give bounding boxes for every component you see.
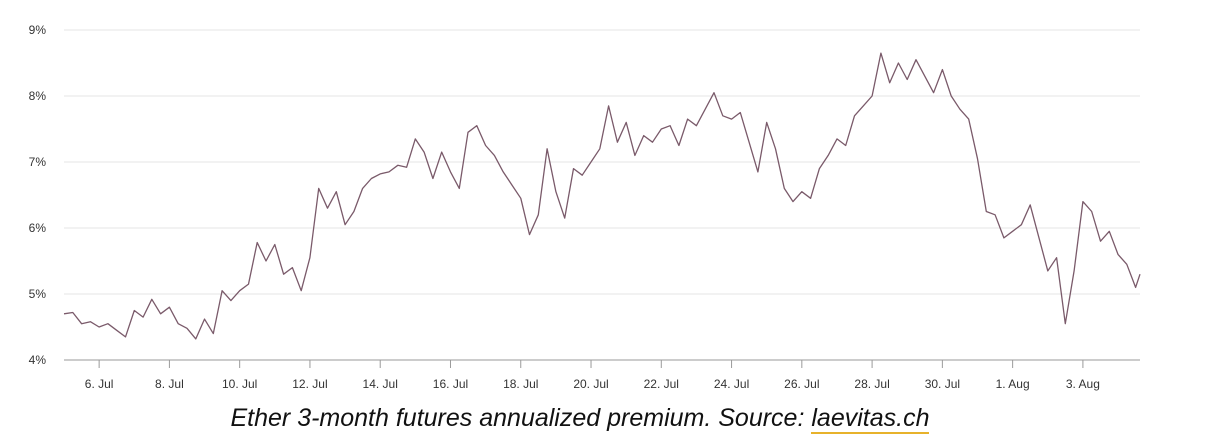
x-tick-label: 26. Jul [784,377,819,391]
y-tick-label: 5% [29,287,47,301]
x-tick-label: 30. Jul [925,377,960,391]
y-tick-label: 8% [29,89,47,103]
futures-premium-chart: 4% 5% 6% 7% 8% 9% 6. Jul 8. Jul 10. Jul 12. Jul 1… [29,23,1141,391]
x-tick-label: 6. Jul [85,377,114,391]
caption-text: Ether 3-month futures annualized premium… [230,404,812,432]
x-tick-label: 16. Jul [433,377,468,391]
x-tick-label: 12. Jul [292,377,327,391]
x-tick-label: 24. Jul [714,377,749,391]
chart-caption: Ether 3-month futures annualized premium… [0,404,1160,434]
y-tick-label: 7% [29,155,47,169]
x-tick-label: 20. Jul [573,377,608,391]
x-tick-label: 10. Jul [222,377,257,391]
x-tick-label: 14. Jul [363,377,398,391]
x-tick-label: 18. Jul [503,377,538,391]
x-tick-label: 3. Aug [1066,377,1100,391]
y-tick-label: 9% [29,23,47,37]
y-axis-ticks: 4% 5% 6% 7% 8% 9% [29,23,47,367]
y-tick-label: 4% [29,353,47,367]
grid-lines [64,29,1140,295]
x-tick-label: 8. Jul [155,377,184,391]
series-group [63,52,1141,340]
x-axis: 6. Jul 8. Jul 10. Jul 12. Jul 14. Jul 16. Jul… [64,359,1140,391]
source-link[interactable]: laevitas.ch [811,404,930,434]
x-tick-label: 1. Aug [996,377,1030,391]
x-tick-label: 22. Jul [644,377,679,391]
premium-series-line [63,52,1141,340]
y-tick-label: 6% [29,221,47,235]
x-tick-label: 28. Jul [854,377,889,391]
